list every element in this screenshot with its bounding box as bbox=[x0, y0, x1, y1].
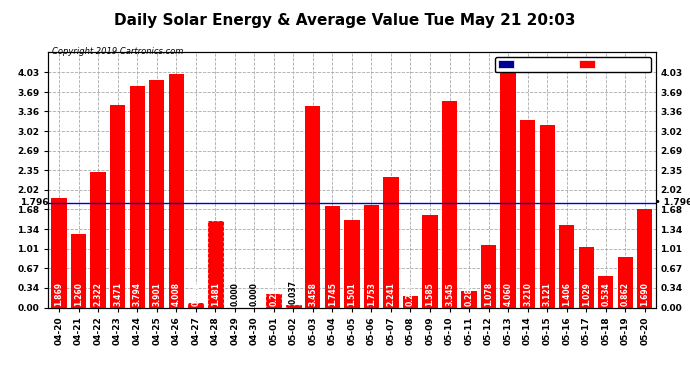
Text: 2.322: 2.322 bbox=[94, 282, 103, 306]
Text: 0.862: 0.862 bbox=[621, 282, 630, 306]
Bar bbox=[344, 220, 359, 308]
Text: 0.534: 0.534 bbox=[601, 283, 610, 306]
Text: 0.205: 0.205 bbox=[406, 283, 415, 306]
Text: 0.037: 0.037 bbox=[289, 280, 298, 304]
Bar bbox=[384, 177, 399, 308]
Bar bbox=[208, 221, 223, 308]
Text: Copyright 2019 Cartronics.com: Copyright 2019 Cartronics.com bbox=[52, 47, 183, 56]
Bar bbox=[90, 172, 106, 308]
Bar bbox=[266, 294, 282, 307]
Text: 4.008: 4.008 bbox=[172, 282, 181, 306]
Bar bbox=[462, 291, 477, 308]
Bar bbox=[598, 276, 613, 308]
Text: 1.501: 1.501 bbox=[347, 283, 357, 306]
Text: 0.280: 0.280 bbox=[464, 282, 473, 306]
Bar bbox=[149, 80, 164, 308]
Bar bbox=[540, 125, 555, 308]
Bar bbox=[71, 234, 86, 308]
Text: 3.794: 3.794 bbox=[132, 282, 141, 306]
Bar bbox=[559, 225, 574, 308]
Bar bbox=[305, 106, 320, 308]
Text: 3.121: 3.121 bbox=[542, 282, 551, 306]
Bar bbox=[422, 215, 437, 308]
Text: 1.078: 1.078 bbox=[484, 282, 493, 306]
Bar bbox=[403, 296, 418, 307]
Text: 0.000: 0.000 bbox=[250, 282, 259, 306]
Bar bbox=[168, 74, 184, 308]
Text: 1.481: 1.481 bbox=[210, 282, 219, 306]
Text: 4.060: 4.060 bbox=[504, 282, 513, 306]
Text: • 1.796: • 1.796 bbox=[655, 198, 690, 207]
Text: 3.901: 3.901 bbox=[152, 282, 161, 306]
Bar bbox=[52, 198, 67, 308]
Text: 3.471: 3.471 bbox=[113, 282, 122, 306]
Bar bbox=[579, 248, 594, 308]
Bar bbox=[637, 209, 652, 308]
Text: 0.000: 0.000 bbox=[230, 282, 239, 306]
Bar bbox=[481, 244, 496, 308]
Text: 1.745: 1.745 bbox=[328, 282, 337, 306]
Bar bbox=[325, 206, 340, 308]
Legend: Average ($), Daily   ($): Average ($), Daily ($) bbox=[495, 57, 651, 72]
Text: 3.458: 3.458 bbox=[308, 282, 317, 306]
Text: 3.545: 3.545 bbox=[445, 283, 454, 306]
Text: Daily Solar Energy & Average Value Tue May 21 20:03: Daily Solar Energy & Average Value Tue M… bbox=[115, 13, 575, 28]
Text: 1.753: 1.753 bbox=[367, 282, 376, 306]
Text: 1.585: 1.585 bbox=[426, 283, 435, 306]
Bar bbox=[286, 305, 301, 308]
Text: 1.260: 1.260 bbox=[74, 282, 83, 306]
Text: 1.869: 1.869 bbox=[55, 282, 63, 306]
Bar bbox=[500, 70, 515, 308]
Bar bbox=[130, 86, 145, 308]
Text: 3.210: 3.210 bbox=[523, 282, 532, 306]
Bar bbox=[188, 303, 204, 307]
Text: 2.241: 2.241 bbox=[386, 282, 395, 306]
Text: 0.223: 0.223 bbox=[269, 282, 278, 306]
Bar bbox=[364, 205, 379, 308]
Text: 0.084: 0.084 bbox=[191, 282, 200, 306]
Bar bbox=[618, 257, 633, 307]
Bar bbox=[110, 105, 125, 308]
Bar bbox=[520, 120, 535, 308]
Bar bbox=[442, 100, 457, 308]
Text: 1.029: 1.029 bbox=[582, 282, 591, 306]
Text: 1.796: 1.796 bbox=[20, 198, 49, 207]
Text: 1.690: 1.690 bbox=[640, 282, 649, 306]
Text: 1.406: 1.406 bbox=[562, 282, 571, 306]
